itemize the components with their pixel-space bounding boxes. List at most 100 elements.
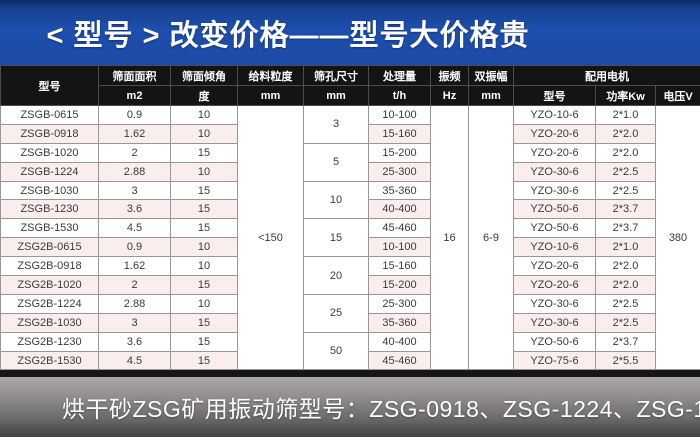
spec-table: 型号 筛面面积 筛面倾角 给料粒度 筛孔尺寸 处理量 振频 双振幅 配用电机 m2 度 mm mm t/h… (0, 65, 700, 371)
cell-motor_model: YZO-20-6 (513, 123, 596, 144)
spec-table-header: 型号 筛面面积 筛面倾角 给料粒度 筛孔尺寸 处理量 振频 双振幅 配用电机 m2 度 mm mm t/h… (0, 65, 700, 106)
cell-voltage: 380 (655, 104, 700, 371)
cell-motor_power: 2*3.7 (595, 331, 656, 352)
cell-capacity: 15-160 (368, 256, 431, 277)
cell-motor_model: YZO-50-6 (513, 218, 596, 239)
title-bar: < 型号 > 改变价格——型号大价格贵 (0, 0, 700, 65)
cell-capacity: 40-400 (368, 331, 431, 352)
cell-model: ZSGB-0918 (0, 123, 99, 144)
cell-motor_power: 2*1.0 (595, 237, 656, 258)
cell-model: ZSG2B-1530 (0, 350, 99, 371)
table-row: ZSG2B-1530 4.5 15 45-460 YZO-75-6 2*5.5 (0, 350, 700, 371)
cell-model: ZSGB-1224 (0, 161, 99, 182)
cell-capacity: 35-360 (368, 312, 431, 333)
cell-motor_model: YZO-10-6 (513, 237, 596, 258)
cell-motor_model: YZO-10-6 (513, 105, 596, 125)
spec-table-body: ZSGB-0615 0.9 10 <150 3 10-100 16 6-9 YZO-10-6 2*… (0, 104, 700, 371)
cell-motor_model: YZO-30-6 (513, 161, 596, 182)
cell-mesh: 3 (303, 105, 369, 144)
cell-motor_model: YZO-75-6 (513, 350, 596, 371)
cell-angle: 10 (170, 123, 238, 144)
cell-model: ZSG2B-1030 (0, 312, 99, 333)
cell-motor_power: 2*2.0 (595, 123, 656, 144)
header-unit-9: 电压V (655, 85, 700, 106)
header-unit-3: mm (303, 85, 369, 106)
header-unit-0: m2 (98, 85, 171, 106)
cell-motor_power: 2*2.0 (595, 256, 656, 277)
cell-motor_power: 2*2.5 (595, 293, 656, 314)
cell-model: ZSG2B-1020 (0, 275, 99, 295)
cell-angle: 15 (170, 331, 238, 352)
table-row: ZSGB-1020 2 15 5 15-200 YZO-20-6 2*2.0 (0, 142, 700, 182)
cell-motor_model: YZO-20-6 (513, 142, 596, 163)
cell-model: ZSGB-1530 (0, 218, 99, 239)
cell-capacity: 45-460 (368, 350, 431, 371)
table-row: ZSG2B-1224 2.88 10 25 25-300 YZO-30-6 2*2.5 (0, 293, 700, 333)
cell-model: ZSG2B-0615 (0, 237, 99, 258)
cell-area: 3 (98, 312, 171, 333)
header-unit-6: mm (468, 85, 514, 106)
cell-mesh: 15 (303, 218, 369, 258)
cell-motor_power: 2*2.0 (595, 275, 656, 295)
cell-capacity: 15-160 (368, 123, 431, 144)
header-col-8: 配用电机 (513, 65, 700, 86)
cell-capacity: 10-100 (368, 237, 431, 258)
cell-motor_model: YZO-30-6 (513, 312, 596, 333)
cell-area: 3.6 (98, 331, 171, 352)
cell-feed: <150 (237, 104, 304, 371)
cell-area: 2.88 (98, 293, 171, 314)
cell-angle: 10 (170, 256, 238, 277)
cell-area: 2 (98, 275, 171, 295)
cell-capacity: 15-200 (368, 275, 431, 295)
cell-model: ZSGB-1020 (0, 142, 99, 163)
cell-model: ZSG2B-1230 (0, 331, 99, 352)
table-row: ZSGB-0918 1.62 10 15-160 YZO-20-6 2*2.0 (0, 123, 700, 144)
cell-motor_model: YZO-50-6 (513, 199, 596, 220)
header-col-7: 双振幅 (468, 65, 514, 86)
cell-capacity: 35-360 (368, 180, 431, 201)
table-row: ZSGB-0615 0.9 10 <150 3 10-100 16 6-9 YZO-10-6 2*… (0, 104, 700, 371)
cell-mesh: 25 (303, 293, 369, 333)
cell-area: 4.5 (98, 350, 171, 371)
header-col-5: 处理量 (368, 65, 431, 86)
cell-capacity: 10-100 (368, 105, 431, 125)
cell-angle: 15 (170, 142, 238, 163)
cell-model: ZSGB-1230 (0, 199, 99, 220)
cell-area: 2 (98, 142, 171, 163)
table-row: ZSG2B-1030 3 15 35-360 YZO-30-6 2*2.5 (0, 312, 700, 333)
cell-area: 2.88 (98, 161, 171, 182)
header-col-2: 筛面倾角 (170, 65, 238, 86)
cell-motor_power: 2*5.5 (595, 350, 656, 371)
cell-area: 1.62 (98, 123, 171, 144)
cell-capacity: 45-460 (368, 218, 431, 239)
table-row: ZSGB-1530 4.5 15 15 45-460 YZO-50-6 2*3.7 (0, 218, 700, 258)
cell-angle: 10 (170, 161, 238, 182)
cell-angle: 15 (170, 350, 238, 371)
cell-area: 1.62 (98, 256, 171, 277)
table-row: ZSG2B-1020 2 15 15-200 YZO-20-6 2*2.0 (0, 275, 700, 295)
cell-motor_model: YZO-50-6 (513, 331, 596, 352)
cell-mesh: 20 (303, 256, 369, 295)
cell-mesh: 5 (303, 142, 369, 182)
cell-motor_power: 2*2.0 (595, 142, 656, 163)
cell-amp: 6-9 (468, 104, 514, 371)
header-col-0: 型号 (0, 65, 99, 106)
header-unit-1: 度 (170, 85, 238, 106)
header-unit-2: mm (237, 85, 304, 106)
cell-area: 4.5 (98, 218, 171, 239)
cell-motor_model: YZO-30-6 (513, 180, 596, 201)
cell-angle: 15 (170, 275, 238, 295)
header-col-1: 筛面面积 (98, 65, 171, 86)
cell-angle: 15 (170, 180, 238, 201)
cell-motor_model: YZO-30-6 (513, 293, 596, 314)
table-row: ZSG2B-0918 1.62 10 20 15-160 YZO-20-6 2*2.0 (0, 256, 700, 295)
cell-model: ZSGB-1030 (0, 180, 99, 201)
cell-capacity: 15-200 (368, 142, 431, 163)
header-col-6: 振频 (430, 65, 469, 86)
table-row: ZSG2B-1230 3.6 15 50 40-400 YZO-50-6 2*3.7 (0, 331, 700, 371)
cell-angle: 10 (170, 293, 238, 314)
cell-freq: 16 (430, 104, 469, 371)
cell-area: 0.9 (98, 105, 171, 125)
cell-motor_model: YZO-20-6 (513, 256, 596, 277)
